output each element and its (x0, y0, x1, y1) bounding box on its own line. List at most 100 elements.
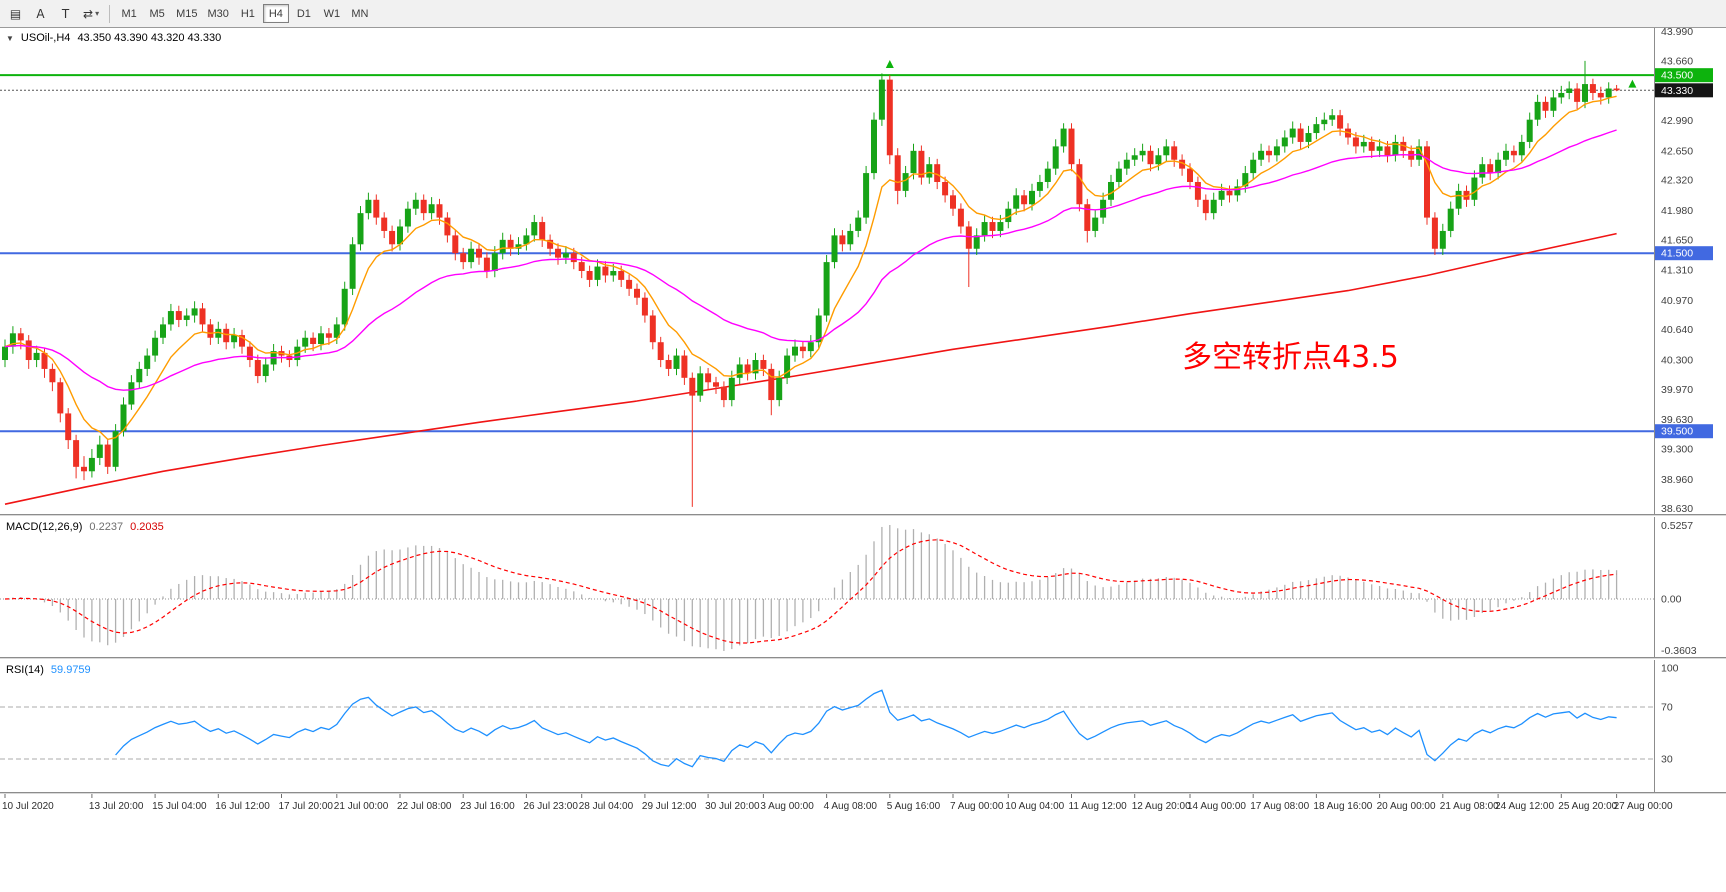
candle-body-up (1313, 124, 1320, 134)
candle-body-down (223, 328, 230, 343)
timeframe-m30-button[interactable]: M30 (203, 4, 232, 23)
candle-body-down (25, 340, 32, 361)
candle-body-down (1589, 84, 1596, 93)
candle-body-up (1503, 150, 1509, 160)
candle-body-up (863, 173, 870, 218)
candle-body-up (752, 360, 759, 374)
candle-body-up (855, 217, 862, 231)
candle-body-down (254, 360, 261, 377)
candle-body-up (515, 244, 522, 249)
candle-body-down (894, 155, 901, 191)
timeframe-m15-button[interactable]: M15 (172, 4, 201, 23)
one-click-trading-expander-icon[interactable]: ▼ (6, 34, 14, 43)
switch-symbol-button[interactable]: ⇄ ▾ (79, 3, 103, 24)
candle-body-up (1029, 190, 1035, 205)
candle-body-down (310, 337, 317, 344)
time-axis-label: 29 Jul 12:00 (642, 801, 697, 812)
candle-body-down (1147, 150, 1154, 165)
time-axis-label: 20 Aug 00:00 (1377, 801, 1436, 812)
macd-histogram (12, 525, 1618, 651)
candle-body-down (705, 373, 712, 383)
timeframe-w1-button[interactable]: W1 (319, 4, 345, 23)
candle-body-up (144, 355, 151, 369)
candle-body-up (1234, 186, 1241, 196)
candle-body-up (1558, 92, 1565, 98)
timeframe-m5-button[interactable]: M5 (144, 4, 170, 23)
candle-body-down (381, 217, 388, 231)
candle-body-up (468, 248, 475, 263)
candle-body-up (1163, 146, 1170, 156)
candle-body-up (9, 333, 16, 347)
candle-body-up (231, 335, 238, 343)
macd-indicator-panel[interactable]: 0.5257 0.00 -0.3603 (0, 517, 1726, 657)
arrow-tool-button[interactable]: A (29, 3, 52, 24)
candle-body-down (81, 466, 87, 472)
price-axis-label: 43.660 (1661, 55, 1693, 67)
rsi-indicator-panel[interactable]: 100 70 30 (0, 660, 1726, 792)
candle-body-up (902, 173, 909, 191)
candle-body-up (160, 324, 166, 338)
candle-body-up (807, 342, 814, 352)
candle-body-down (626, 279, 633, 289)
candle-body-down (744, 364, 751, 374)
chart-annotation-text[interactable]: 多空转折点43.5 (1182, 340, 1399, 375)
toolbar-separator (109, 4, 111, 23)
candle-body-down (942, 181, 949, 196)
chart-icon[interactable]: ▤ (4, 3, 27, 24)
arrow-marker[interactable] (1628, 79, 1637, 88)
candle-body-down (246, 346, 253, 361)
macd-axis-label: -0.3603 (1661, 645, 1697, 657)
panel-separator[interactable] (0, 657, 1726, 660)
macd-plot-area[interactable] (0, 517, 1654, 657)
candle-body-up (1479, 164, 1486, 178)
timeframe-m1-button[interactable]: M1 (116, 4, 142, 23)
rsi-plot-area[interactable] (0, 660, 1654, 792)
candle-body-up (1566, 88, 1573, 93)
candle-body-down (1068, 128, 1075, 165)
candle-body-down (1337, 115, 1344, 129)
text-tool-button[interactable]: T (54, 3, 77, 24)
dropdown-caret-icon: ▾ (95, 9, 100, 18)
timeframe-mn-button[interactable]: MN (347, 4, 373, 23)
price-scale[interactable]: 43.990 43.660 43.330 42.990 42.650 42.320 41.9… (1655, 28, 1713, 514)
candle-body-up (1305, 133, 1312, 142)
candle-body-down (886, 79, 893, 156)
candle-body-up (1526, 119, 1533, 142)
candle-body-up (728, 377, 735, 401)
candle-body-up (736, 364, 743, 378)
time-axis-label: 14 Aug 00:00 (1187, 801, 1246, 812)
macd-signal-line (4, 539, 1617, 644)
candle-body-up (1258, 150, 1265, 160)
candle-body-down (713, 382, 719, 387)
candle-body-down (1084, 204, 1091, 231)
candle-body-up (365, 199, 372, 214)
candle-body-down (1194, 181, 1201, 200)
candle-body-up (33, 352, 40, 361)
candle-body-down (965, 226, 972, 249)
panel-separator[interactable] (0, 514, 1726, 517)
candle-body-up (191, 308, 198, 316)
moving-average-slow-line (4, 232, 1617, 505)
candle-body-up (1360, 141, 1367, 147)
candle-body-down (1510, 150, 1517, 156)
candle-body-up (1518, 141, 1525, 156)
time-axis-label: 4 Aug 08:00 (824, 801, 878, 812)
candle-body-up (973, 235, 980, 249)
candle-body-up (397, 226, 403, 245)
time-axis-label: 17 Aug 08:00 (1250, 801, 1309, 812)
arrow-marker[interactable] (885, 60, 894, 69)
candle-body-down (634, 288, 640, 298)
timeframe-d1-button[interactable]: D1 (291, 4, 317, 23)
candle-body-down (1171, 146, 1178, 160)
candle-body-down (1226, 190, 1233, 196)
timeframe-h1-button[interactable]: H1 (235, 4, 261, 23)
time-axis-label: 10 Aug 04:00 (1005, 801, 1064, 812)
main-price-chart[interactable]: 多空转折点43.5 43.99043.66043.33042.99042.6504… (0, 28, 1726, 514)
price-axis-label: 42.990 (1661, 115, 1693, 127)
timeframe-h4-button[interactable]: H4 (262, 4, 289, 23)
time-axis-strip[interactable] (0, 794, 1726, 814)
candle-body-up (1582, 84, 1588, 102)
time-axis[interactable]: 10 Jul 2020 13 Jul 20:00 15 Jul 04:00 16 Ju… (0, 794, 1726, 814)
rsi-axis-label: 100 (1661, 663, 1679, 675)
